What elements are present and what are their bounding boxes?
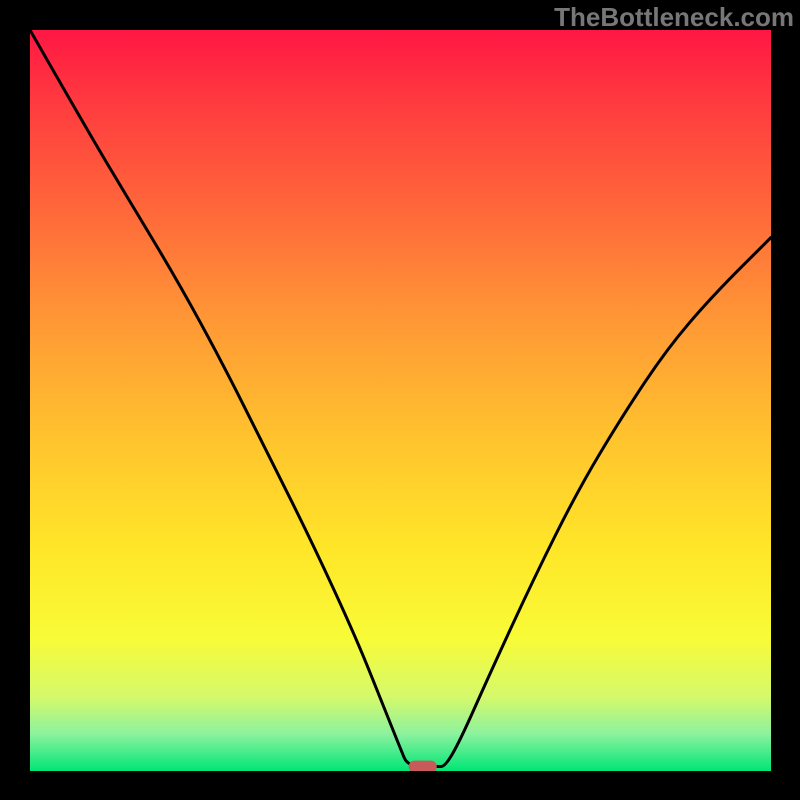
plot-area [30,30,771,771]
curve-layer [30,30,771,771]
chart-container: TheBottleneck.com [0,0,800,800]
minimum-marker [409,761,437,771]
bottleneck-curve [30,30,771,767]
watermark-text: TheBottleneck.com [554,2,794,33]
